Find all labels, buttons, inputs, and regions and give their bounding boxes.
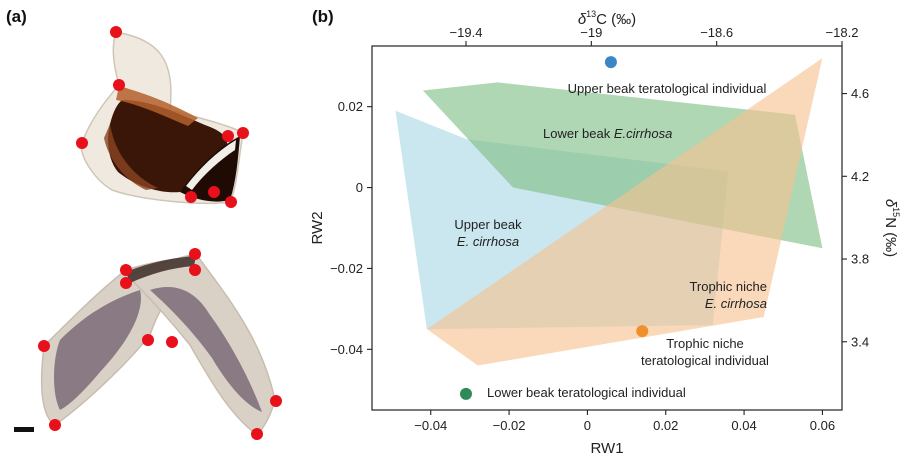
landmark-point <box>270 395 282 407</box>
lower-beak-photo <box>40 253 276 435</box>
y-tick-label: 0 <box>356 180 363 195</box>
upper-point-label: Upper beak teratological individual <box>568 81 767 96</box>
lower-beak-landmarks <box>38 248 282 440</box>
x-tick-label: −0.04 <box>414 418 447 433</box>
right-tick-label: 3.8 <box>851 252 869 267</box>
landmark-point <box>222 130 234 142</box>
top-tick-label: −19 <box>580 25 602 40</box>
landmark-point <box>120 277 132 289</box>
upper-beak-landmarks <box>76 26 249 208</box>
panel-b-label: (b) <box>312 7 334 26</box>
right-tick-label: 4.2 <box>851 169 869 184</box>
right-axis-label: δ15N (‰) <box>882 199 901 257</box>
upper-teratological-point <box>604 56 617 69</box>
upper-beak-region-label-1: Upper beak <box>454 217 522 232</box>
plot-frame <box>371 45 843 411</box>
trophic-niche-region-label-1: Trophic niche <box>689 279 767 294</box>
landmark-point <box>225 196 237 208</box>
top-tick-label: −18.2 <box>826 25 859 40</box>
landmark-point <box>142 334 154 346</box>
x-tick-label: 0 <box>584 418 591 433</box>
y-axis-label: RW2 <box>309 211 326 244</box>
x-tick-label: 0.04 <box>731 418 756 433</box>
y-tick-label: −0.04 <box>330 342 363 357</box>
lower-point-label: Lower beak teratological individual <box>487 385 686 400</box>
landmark-point <box>208 186 220 198</box>
landmark-point <box>189 264 201 276</box>
y-tick-label: 0.02 <box>338 99 363 114</box>
landmark-point <box>76 137 88 149</box>
panel-a-label: (a) <box>6 7 27 26</box>
landmark-point <box>49 419 61 431</box>
trophic-niche-region-label-2: E. cirrhosa <box>705 296 767 311</box>
landmark-point <box>251 428 263 440</box>
x-axis-label: RW1 <box>590 440 623 457</box>
niche-point-label-1: Trophic niche <box>666 336 744 351</box>
x-tick-label: 0.02 <box>653 418 678 433</box>
right-tick-label: 3.4 <box>851 334 869 349</box>
right-tick-label: 4.6 <box>851 86 869 101</box>
landmark-point <box>110 26 122 38</box>
x-tick-label: −0.02 <box>493 418 526 433</box>
niche-point-label-2: teratological individual <box>641 353 769 368</box>
lower-teratological-point <box>460 387 472 400</box>
top-tick-label: −19.4 <box>450 25 483 40</box>
upper-beak-photo <box>80 31 244 204</box>
landmark-point <box>185 191 197 203</box>
landmark-point <box>189 248 201 260</box>
top-axis-label: δ13C (‰) <box>578 9 636 28</box>
niche-teratological-point <box>636 325 649 338</box>
landmark-point <box>166 336 178 348</box>
top-tick-label: −18.6 <box>700 25 733 40</box>
y-tick-label: −0.02 <box>330 261 363 276</box>
landmark-point <box>237 127 249 139</box>
polygon-trophic-niche <box>426 58 823 366</box>
lower-beak-region-label: Lower beak E.cirrhosa <box>543 126 672 141</box>
x-tick-label: 0.06 <box>810 418 835 433</box>
landmark-point <box>120 264 132 276</box>
scale-bar <box>14 427 34 432</box>
chart-b: −0.04 −0.02 0 0.02 0.04 0.06 0.02 0 −0.02 −0.04 −1… <box>309 9 901 457</box>
landmark-point <box>38 340 50 352</box>
landmark-point <box>113 79 125 91</box>
upper-beak-region-label-2: E. cirrhosa <box>457 234 519 249</box>
